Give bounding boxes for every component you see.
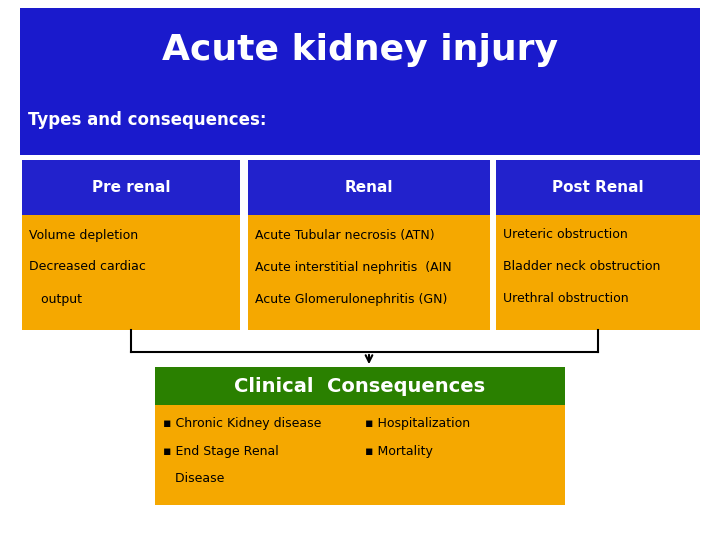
FancyBboxPatch shape bbox=[248, 215, 490, 330]
Text: ▪ Chronic Kidney disease: ▪ Chronic Kidney disease bbox=[163, 416, 321, 429]
FancyBboxPatch shape bbox=[20, 8, 700, 155]
Text: Acute kidney injury: Acute kidney injury bbox=[162, 33, 558, 67]
Text: output: output bbox=[29, 293, 82, 306]
Text: Pre renal: Pre renal bbox=[91, 180, 170, 195]
Text: ▪ Hospitalization: ▪ Hospitalization bbox=[365, 416, 470, 429]
FancyBboxPatch shape bbox=[155, 405, 565, 505]
FancyBboxPatch shape bbox=[22, 160, 240, 215]
FancyBboxPatch shape bbox=[248, 160, 490, 215]
FancyBboxPatch shape bbox=[496, 160, 700, 215]
Text: Volume depletion: Volume depletion bbox=[29, 228, 138, 241]
Text: Ureteric obstruction: Ureteric obstruction bbox=[503, 228, 628, 241]
Text: Types and consequences:: Types and consequences: bbox=[28, 111, 266, 129]
FancyBboxPatch shape bbox=[155, 367, 565, 405]
Text: Decreased cardiac: Decreased cardiac bbox=[29, 260, 146, 273]
Text: ▪ Mortality: ▪ Mortality bbox=[365, 444, 433, 457]
Text: Clinical  Consequences: Clinical Consequences bbox=[235, 376, 485, 395]
Text: Urethral obstruction: Urethral obstruction bbox=[503, 293, 629, 306]
FancyBboxPatch shape bbox=[496, 215, 700, 330]
Text: Renal: Renal bbox=[345, 180, 393, 195]
Text: Bladder neck obstruction: Bladder neck obstruction bbox=[503, 260, 660, 273]
Text: Acute interstitial nephritis  (AIN: Acute interstitial nephritis (AIN bbox=[255, 260, 451, 273]
Text: Acute Tubular necrosis (ATN): Acute Tubular necrosis (ATN) bbox=[255, 228, 435, 241]
Text: Post Renal: Post Renal bbox=[552, 180, 644, 195]
Text: ▪ End Stage Renal: ▪ End Stage Renal bbox=[163, 444, 279, 457]
Text: Acute Glomerulonephritis (GN): Acute Glomerulonephritis (GN) bbox=[255, 293, 447, 306]
FancyBboxPatch shape bbox=[22, 215, 240, 330]
Text: Disease: Disease bbox=[163, 472, 225, 485]
